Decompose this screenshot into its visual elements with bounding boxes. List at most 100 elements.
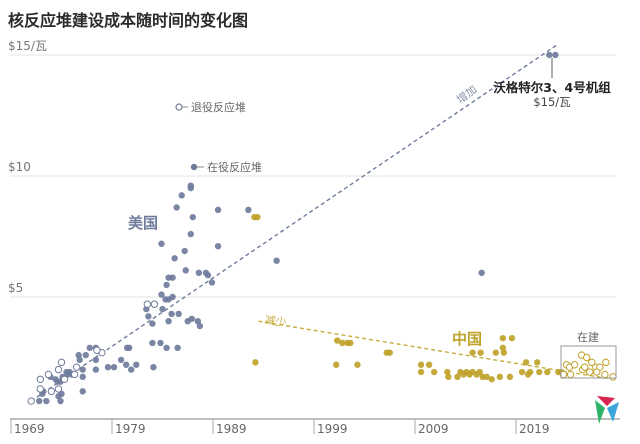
legend-retired-label: 退役反应堆	[191, 100, 246, 114]
us-point-filled	[178, 192, 185, 199]
legend-operating: 在役反应堆	[190, 160, 262, 174]
us-point-filled	[157, 339, 164, 347]
us-point-filled	[194, 318, 202, 325]
us-point-filled	[171, 255, 178, 262]
china-point-filled	[333, 361, 340, 368]
china-point-filled	[454, 373, 461, 381]
china-point-filled	[508, 334, 516, 342]
china-point-filled	[477, 349, 484, 356]
china-point-filled	[417, 368, 425, 376]
us-point-filled	[150, 363, 157, 371]
china-point-open	[602, 358, 610, 367]
us-point-open	[57, 358, 66, 367]
china-point-filled	[254, 213, 261, 221]
china-point-filled	[506, 373, 514, 381]
china-point-filled	[334, 337, 341, 344]
china-point-filled	[354, 361, 361, 368]
us-point-filled	[133, 361, 140, 368]
china-point-filled	[386, 349, 393, 356]
china-point-filled	[500, 349, 508, 356]
us-point-open	[54, 385, 63, 393]
us-point-filled	[187, 184, 194, 192]
legend-retired: 退役反应堆	[175, 100, 246, 114]
us-point-filled	[195, 269, 203, 276]
us-point-filled	[245, 206, 252, 214]
china-point-filled	[339, 339, 346, 347]
us-point-open	[150, 300, 159, 308]
us-point-open	[93, 346, 101, 354]
china-point-open	[566, 370, 575, 379]
us-point-filled	[125, 344, 133, 352]
us-point-filled	[75, 351, 82, 359]
china-point-filled	[425, 361, 433, 368]
y-tick-label: $5	[8, 281, 23, 295]
china-point-filled	[534, 359, 541, 366]
trend-lines	[30, 44, 614, 402]
china-point-open	[588, 358, 596, 367]
us-point-filled	[79, 388, 86, 395]
us-point-filled	[79, 366, 86, 373]
us-point-filled	[546, 51, 553, 59]
trend-increase-label: 增加	[454, 82, 480, 106]
us-point-filled	[478, 269, 485, 276]
china-point-filled	[544, 368, 551, 376]
china-point-filled	[476, 368, 483, 376]
logo-icon	[595, 396, 619, 424]
us-point-filled	[92, 366, 100, 373]
us-point-open	[54, 365, 63, 374]
us-point-filled	[169, 274, 176, 281]
us-point-open	[70, 370, 79, 379]
china-point-filled	[526, 368, 534, 376]
under-construction-label: 在建	[577, 330, 599, 344]
us-point-filled	[163, 281, 170, 289]
us-point-filled	[86, 344, 93, 352]
china-point-filled	[444, 368, 451, 376]
vogtle-cost-label: $15/瓦	[533, 95, 570, 109]
x-tick-label: 1979	[115, 422, 146, 436]
x-tick-label: 1989	[216, 422, 247, 436]
legend-retired-marker	[175, 103, 183, 111]
china-point-filled	[536, 368, 543, 376]
us-point-open	[44, 370, 53, 379]
us-point-filled	[159, 305, 166, 313]
us-point-open	[36, 375, 44, 383]
china-point-filled	[347, 339, 354, 347]
us-point-open	[60, 375, 69, 383]
y-tick-label: $15/瓦	[8, 39, 47, 53]
under-construction-box	[560, 345, 617, 379]
us-point-filled	[104, 363, 112, 371]
us-point-filled	[189, 213, 196, 221]
china-point-filled	[430, 368, 438, 376]
china-point-filled	[496, 373, 504, 381]
us-point-filled	[552, 51, 559, 59]
us-point-filled	[110, 363, 118, 371]
china-point-filled	[445, 373, 452, 381]
china-point-open	[580, 363, 589, 371]
china-point-open	[570, 361, 579, 369]
us-point-open	[72, 363, 81, 371]
us-point-filled	[57, 397, 64, 405]
legend-operating-label: 在役反应堆	[207, 160, 262, 174]
china-point-filled	[499, 334, 507, 342]
us-point-filled	[79, 373, 86, 381]
us-point-filled	[149, 320, 156, 327]
us-point-filled	[208, 279, 216, 286]
china-point-open	[601, 370, 609, 379]
us-point-filled	[76, 356, 83, 364]
china-point-filled	[469, 349, 476, 356]
us-point-filled	[127, 366, 135, 373]
us-point-open	[27, 397, 35, 405]
legend-operating-marker	[190, 163, 198, 171]
x-tick-label: 1969	[14, 422, 45, 436]
us-point-filled	[273, 257, 280, 264]
china-point-filled	[483, 373, 490, 381]
us-point-open	[47, 387, 56, 396]
us-point-open	[143, 300, 152, 308]
us-point-filled	[122, 361, 130, 368]
us-point-filled	[55, 393, 62, 400]
china-point-filled	[499, 344, 507, 352]
us-point-filled	[187, 230, 194, 238]
x-tick-label: 2019	[519, 422, 550, 436]
china-point-filled	[252, 359, 259, 366]
china-point-filled	[417, 361, 425, 368]
